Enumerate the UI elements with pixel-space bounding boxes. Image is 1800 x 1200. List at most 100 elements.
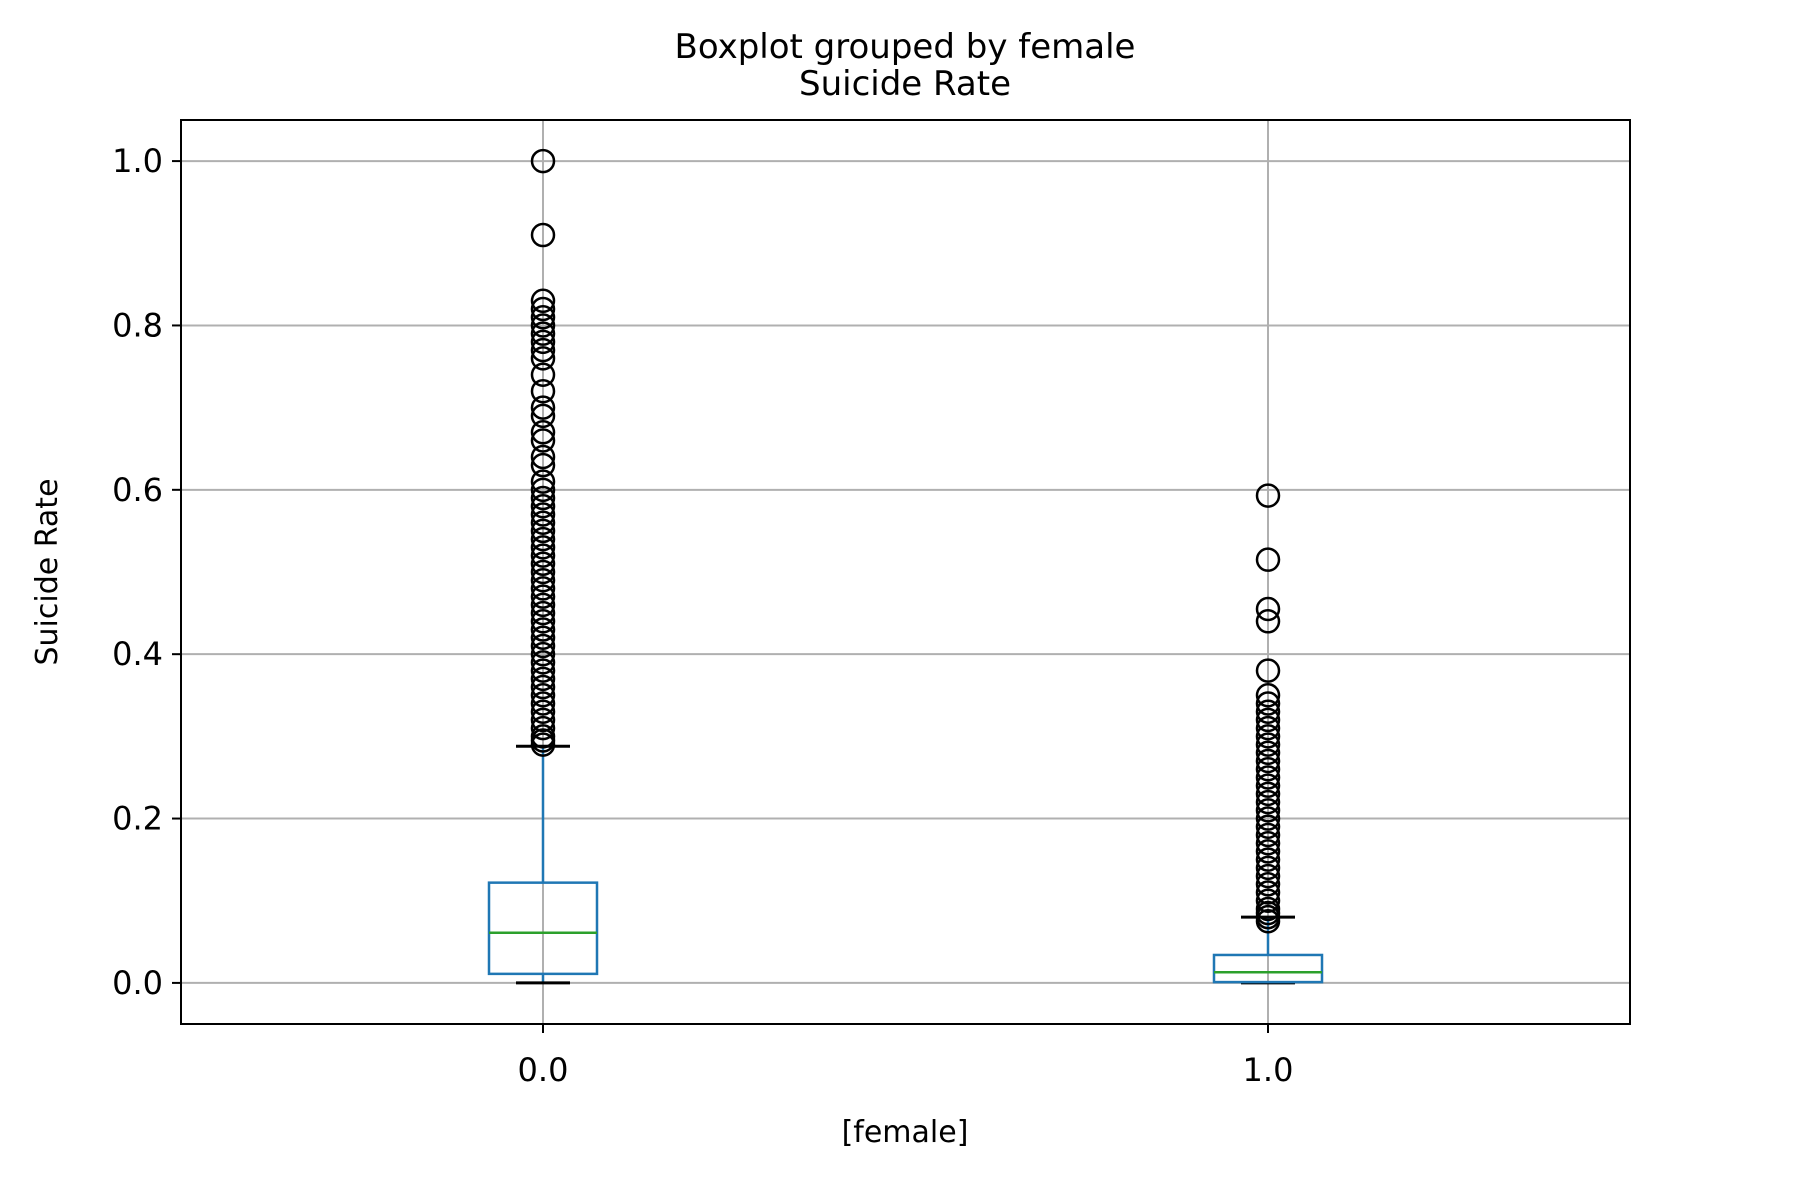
outlier-point (1255, 740, 1281, 766)
outlier-point (530, 617, 556, 642)
axes-frame (180, 119, 1631, 1025)
outlier-point (530, 304, 556, 330)
outlier-point (1255, 822, 1281, 848)
outlier-point (1255, 806, 1281, 831)
outlier-point (530, 567, 556, 593)
outlier-point (530, 494, 556, 519)
outlier-point (530, 148, 556, 174)
y-tick-label: 1.0 (112, 142, 163, 180)
outlier-point (530, 691, 556, 716)
outlier-point (530, 674, 556, 700)
outlier-point (1255, 896, 1281, 922)
outlier-point (1255, 847, 1281, 872)
grid-lines (181, 120, 1630, 1024)
outlier-point (1255, 683, 1281, 708)
outlier-point (530, 658, 556, 683)
outlier-point (1255, 773, 1281, 798)
outlier-point (530, 222, 556, 248)
outlier-point (530, 699, 556, 724)
outlier-point (530, 543, 556, 568)
outlier-point (530, 420, 556, 445)
y-tick-label: 0.0 (112, 964, 163, 1002)
outlier-point (1255, 765, 1281, 790)
outlier-point (530, 526, 556, 552)
outlier-point (1255, 814, 1281, 840)
outlier-point (530, 666, 556, 692)
outlier-point (530, 477, 556, 503)
outlier-point (530, 346, 556, 371)
outlier-point (530, 650, 556, 675)
outlier-point (530, 485, 556, 511)
outlier-point (1255, 691, 1281, 716)
outlier-point (1255, 872, 1281, 897)
outlier-point (1255, 724, 1281, 749)
outlier-point (1255, 715, 1281, 741)
y-tick-label: 0.2 (112, 800, 163, 838)
y-axis-label: Suicide Rate (30, 478, 65, 665)
plot-area (487, 148, 1324, 985)
outlier-point (1255, 699, 1281, 724)
chart-title: Suicide Rate (799, 64, 1011, 104)
outlier-point (1255, 798, 1281, 823)
outlier-point (1255, 596, 1281, 622)
outlier-point (530, 337, 556, 363)
outlier-point (530, 633, 556, 659)
outlier-point (1255, 789, 1281, 815)
outlier-point (1255, 830, 1281, 856)
outlier-point (530, 510, 556, 535)
box-group-1.0 (1212, 483, 1324, 985)
outlier-point (530, 444, 556, 470)
iqr-box (487, 881, 599, 976)
outlier-point (530, 641, 556, 667)
y-tick-label: 0.6 (112, 471, 163, 509)
outlier-point (1255, 547, 1281, 572)
outlier-point (530, 559, 556, 585)
outlier-point (1255, 839, 1281, 864)
outlier-point (530, 592, 556, 618)
outlier-point (530, 625, 556, 650)
outlier-point (530, 452, 556, 478)
chart-suptitle: Boxplot grouped by female (675, 27, 1136, 67)
outlier-point (530, 683, 556, 708)
outlier-point (1255, 880, 1281, 905)
outlier-point (530, 609, 556, 634)
iqr-box (1212, 953, 1324, 984)
outlier-point (530, 428, 556, 453)
outlier-point (530, 600, 556, 626)
outlier-point (530, 321, 556, 346)
outlier-point (530, 313, 556, 338)
y-tick-label: 0.4 (112, 635, 163, 673)
outlier-point (530, 707, 556, 733)
outlier-point (530, 469, 556, 494)
y-tick-label: 0.8 (112, 306, 163, 344)
outlier-point (530, 535, 556, 560)
x-tick-label: 0.0 (518, 1051, 569, 1089)
outlier-point (1255, 658, 1281, 683)
outlier-point (1255, 748, 1281, 774)
outlier-point (530, 724, 556, 749)
y-axis-ticks: 0.0 0.2 0.4 0.6 0.8 1.0 (112, 142, 181, 1002)
outlier-point (530, 584, 556, 609)
outlier-point (1255, 483, 1281, 508)
box-group-0.0 (487, 148, 599, 985)
outlier-point (530, 576, 556, 601)
outlier-point (1255, 888, 1281, 913)
x-axis-label: [female] (842, 1115, 969, 1150)
outlier-point (530, 551, 556, 577)
outlier-point (1255, 756, 1281, 782)
x-axis-ticks: 0.0 1.0 (518, 1024, 1294, 1089)
outlier-point (530, 395, 556, 420)
outlier-point (530, 296, 556, 322)
outlier-point (530, 378, 556, 404)
outlier-point (1255, 863, 1281, 889)
outlier-point (1255, 855, 1281, 881)
x-tick-label: 1.0 (1243, 1051, 1294, 1089)
outlier-point (1255, 781, 1281, 807)
outlier-point (530, 362, 556, 388)
outlier-point (530, 502, 556, 527)
outlier-point (1255, 732, 1281, 757)
outlier-point (530, 329, 556, 355)
outlier-point (1255, 707, 1281, 733)
outlier-point (530, 715, 556, 741)
